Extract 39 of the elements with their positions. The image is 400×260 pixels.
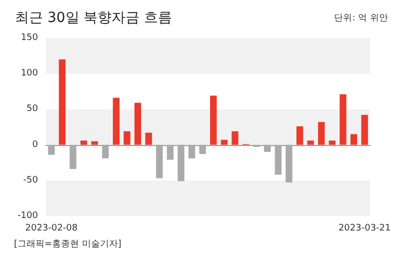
y-tick-label: -50: [23, 175, 38, 186]
bar: [274, 144, 282, 175]
bar: [328, 140, 336, 145]
bar: [124, 131, 130, 145]
bar: [80, 140, 88, 145]
bar: [318, 122, 325, 145]
bar: [91, 141, 98, 145]
bar: [166, 144, 174, 160]
bar: [178, 144, 184, 182]
bar: [145, 132, 152, 145]
bar: [232, 131, 238, 145]
x-tick-label: 2023-03-21: [338, 224, 391, 234]
bar: [296, 126, 304, 145]
x-tick-label: 2023-02-08: [25, 224, 78, 234]
bar: [220, 140, 228, 145]
y-tick-label: 0: [32, 140, 38, 150]
bar: [286, 144, 292, 183]
bar: [307, 140, 314, 145]
text: 단위: 억 위안: [334, 14, 388, 24]
bar: [134, 102, 142, 145]
bar: [112, 98, 120, 145]
bar: [210, 96, 217, 145]
bar: [340, 94, 346, 145]
bar: [264, 144, 271, 152]
bar: [58, 59, 66, 145]
y-tick-label: 100: [20, 68, 38, 79]
bar: [188, 144, 196, 158]
bar: [156, 144, 163, 178]
bar: [102, 144, 109, 158]
bar: [199, 144, 206, 154]
text: [그래픽=홍종현 미술기자]: [14, 240, 122, 250]
chart-title: 최근 30일 북향자금 흐름: [15, 10, 172, 26]
y-tick-label: 50: [26, 104, 38, 114]
bar: [70, 144, 76, 170]
bar: [48, 144, 55, 155]
bar: [350, 134, 358, 145]
bar: [361, 114, 368, 145]
y-tick-label: 150: [20, 33, 38, 43]
y-tick-label: -100: [18, 211, 38, 221]
